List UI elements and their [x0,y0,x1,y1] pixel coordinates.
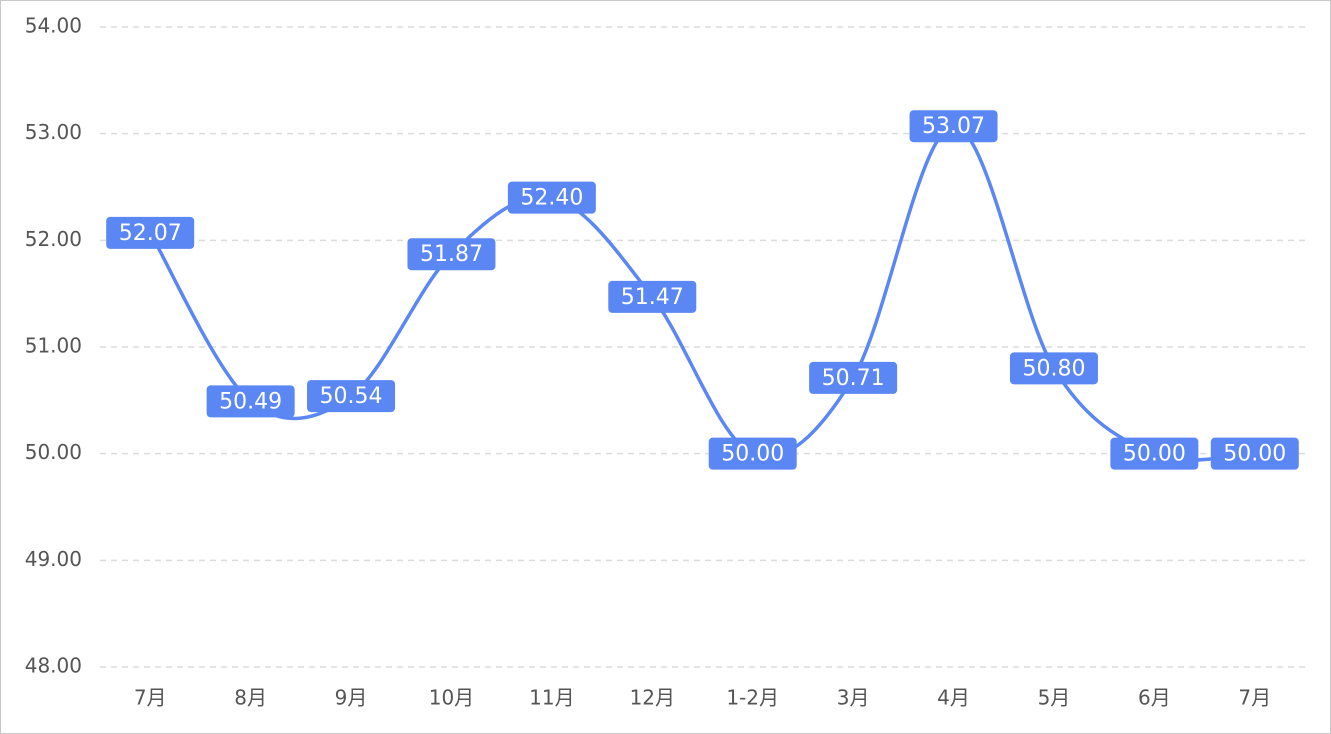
data-label: 50.71 [822,366,885,391]
data-label-box [809,361,898,394]
x-tick-label: 6月 [1138,686,1171,710]
data-label: 50.49 [219,389,282,414]
x-tick-label: 9月 [335,686,368,710]
data-label-box [1110,437,1199,470]
data-label-box [708,437,797,470]
data-label: 53.07 [922,114,985,139]
y-tick-label: 50.00 [25,440,82,464]
data-label-box [608,280,697,313]
data-label: 52.07 [119,221,182,246]
x-tick-label: 11月 [529,686,574,710]
data-label: 50.00 [1223,442,1286,467]
data-label: 50.00 [721,442,784,467]
data-label-box [507,181,596,214]
y-tick-label: 48.00 [25,654,82,678]
y-tick-label: 53.00 [25,120,82,144]
x-tick-label: 5月 [1038,686,1071,710]
x-tick-label: 12月 [630,686,675,710]
x-tick-label: 7月 [1238,686,1271,710]
data-label: 52.40 [520,186,583,211]
x-tick-label: 7月 [134,686,167,710]
data-label-box [407,238,496,271]
x-tick-label: 8月 [234,686,267,710]
data-label: 50.54 [320,384,383,409]
data-label-box [1009,352,1098,385]
y-tick-label: 51.00 [25,334,82,358]
x-tick-label: 4月 [937,686,970,710]
data-label-box [206,385,295,418]
data-label-box [909,110,998,143]
data-label-box [106,216,195,249]
data-label-box [307,380,396,413]
x-tick-label: 3月 [837,686,870,710]
data-label: 51.47 [621,285,684,310]
x-tick-label: 10月 [429,686,474,710]
data-label: 50.00 [1123,442,1186,467]
data-label-box [1210,437,1299,470]
x-tick-label: 1-2月 [726,686,779,710]
y-tick-label: 54.00 [25,14,82,38]
y-tick-label: 52.00 [25,227,82,251]
data-label: 51.87 [420,242,483,267]
y-tick-label: 49.00 [25,547,82,571]
data-label: 50.80 [1022,356,1085,381]
